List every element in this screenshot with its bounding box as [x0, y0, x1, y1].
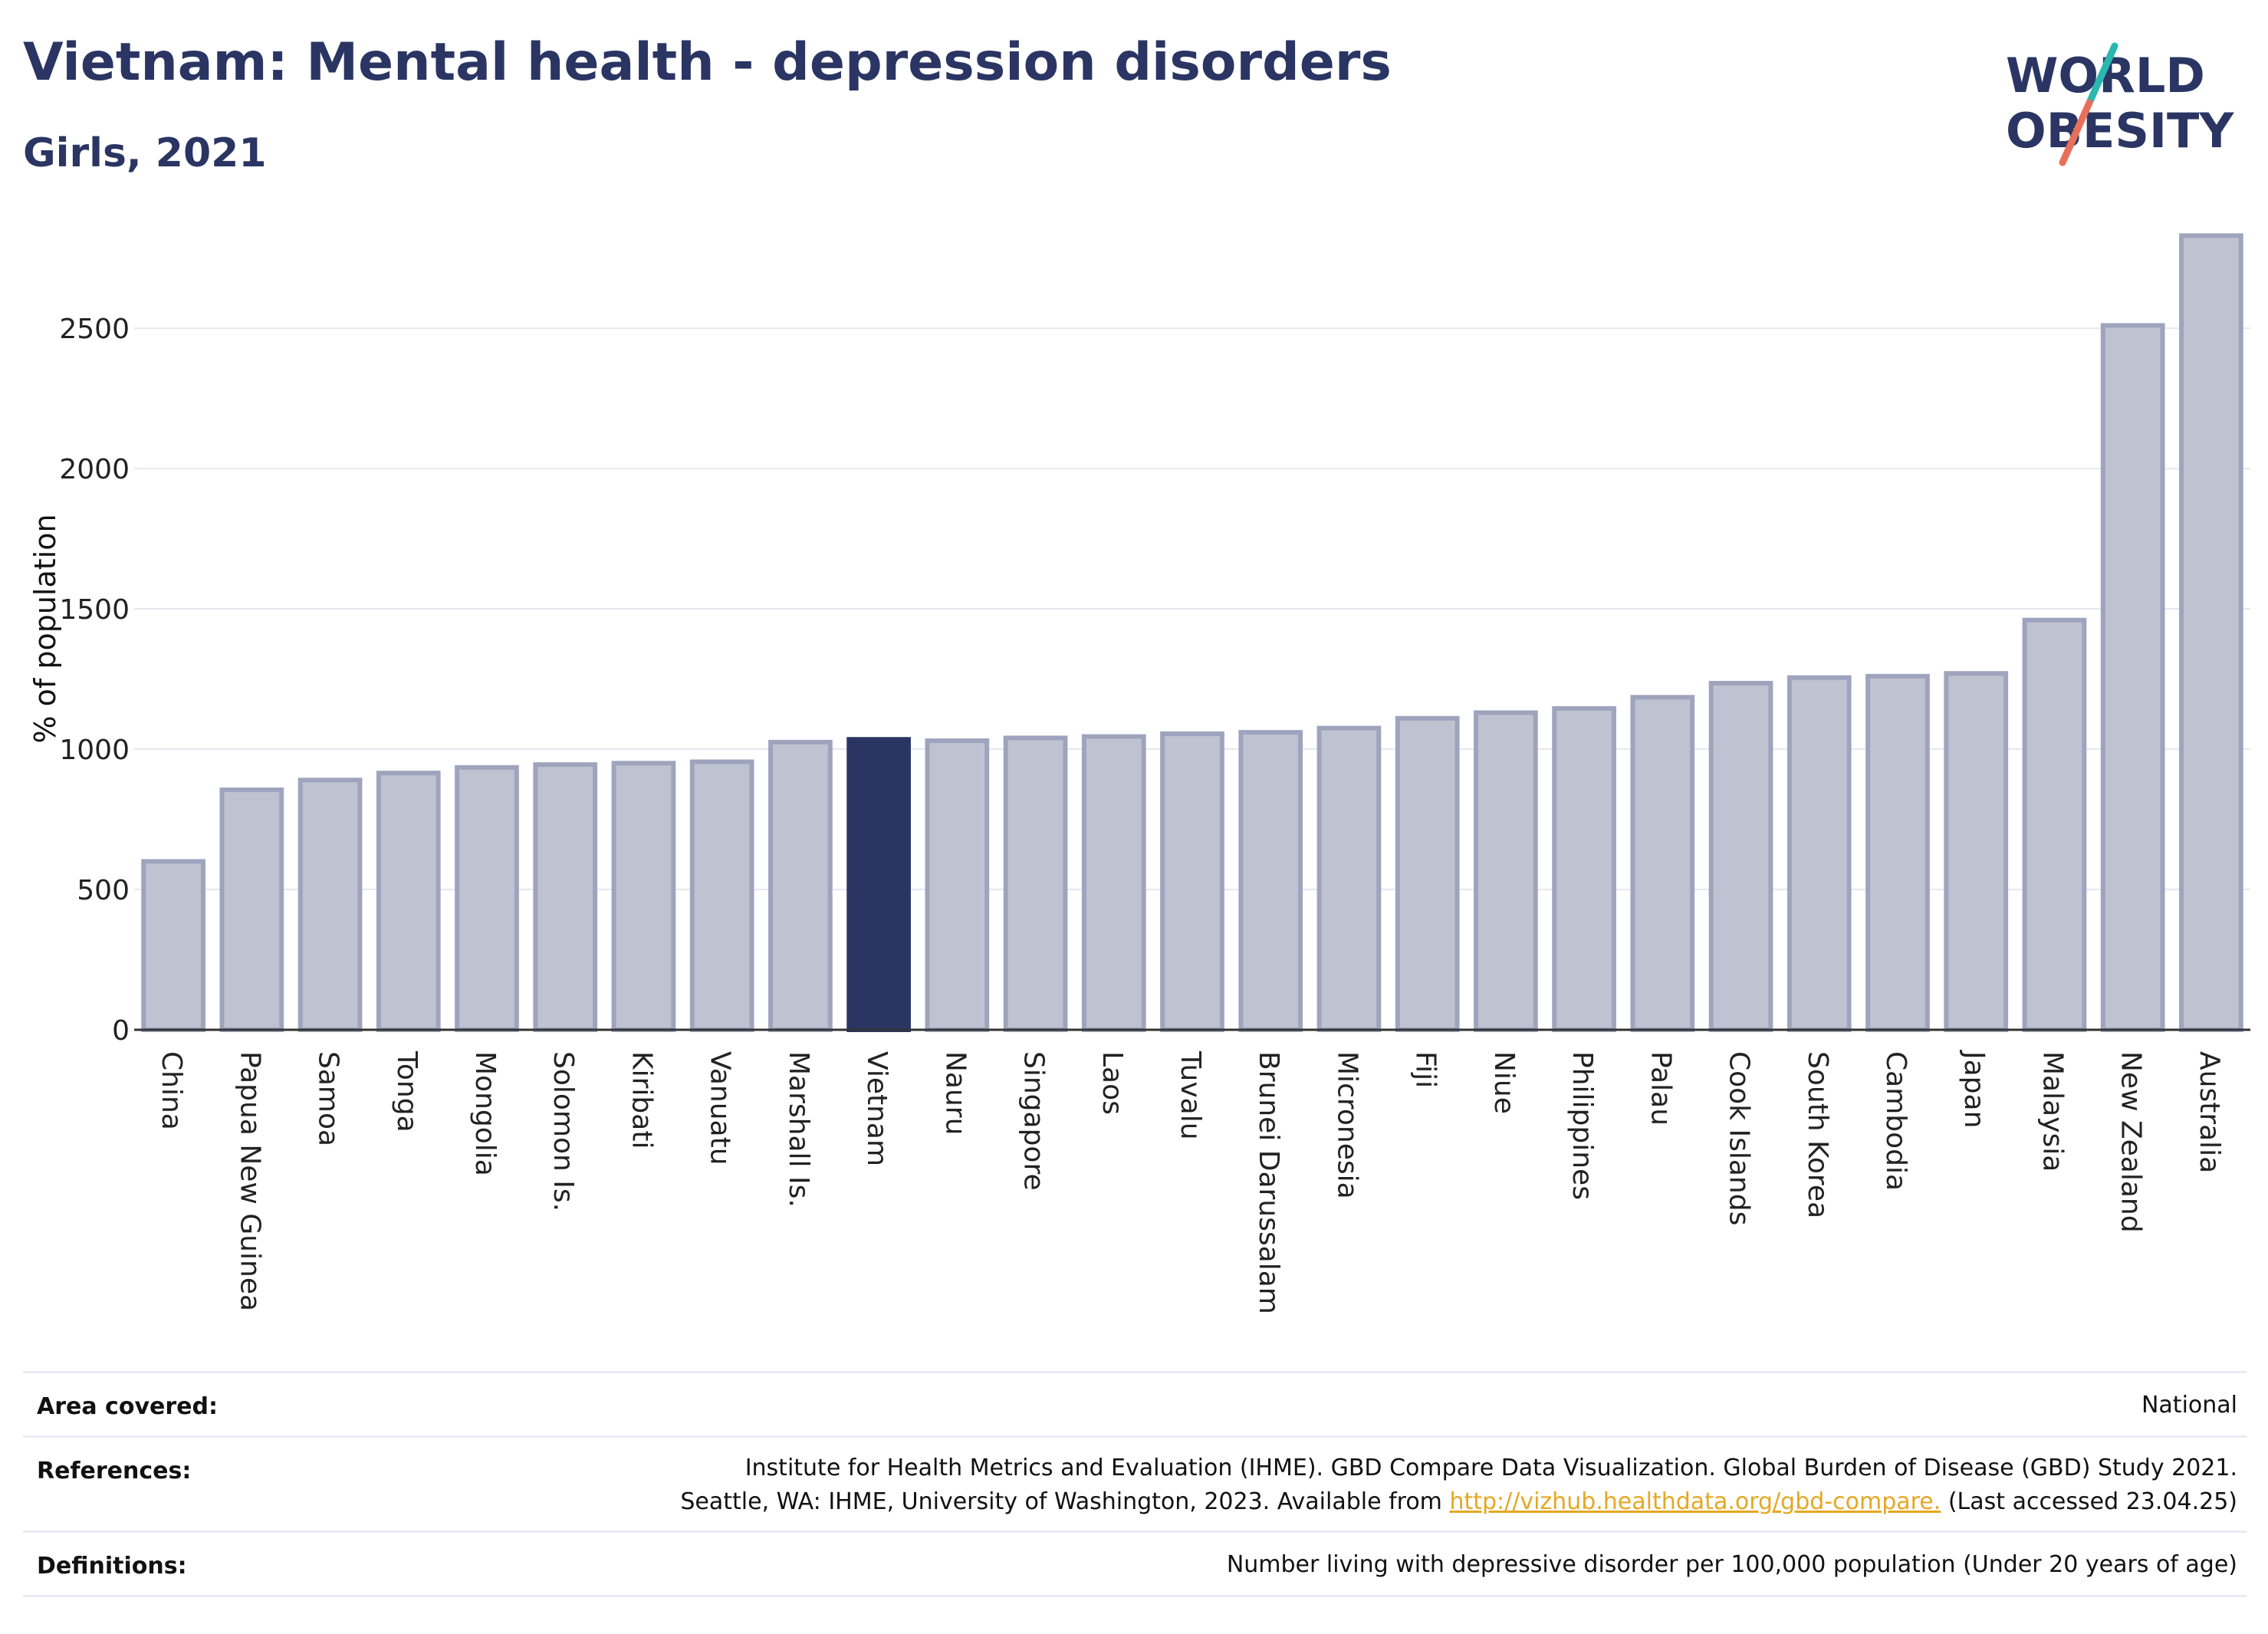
bar — [219, 787, 284, 1032]
x-tick-label: Fiji — [1410, 1051, 1441, 1088]
chart-subtitle: Girls, 2021 — [23, 130, 267, 176]
x-tick-label: Solomon Is. — [547, 1051, 579, 1212]
bar — [1316, 725, 1382, 1032]
references-line-1: Institute for Health Metrics and Evaluat… — [744, 1455, 2237, 1481]
x-tick-label: Malaysia — [2036, 1051, 2068, 1172]
x-tick-label: New Zealand — [2115, 1051, 2147, 1233]
bar — [1395, 715, 1460, 1032]
x-tick-label: Papua New Guinea — [234, 1051, 265, 1311]
y-axis-label: % of population — [28, 514, 62, 743]
area-covered-label: Area covered: — [37, 1393, 218, 1420]
bar — [1944, 671, 2009, 1032]
bar — [297, 778, 363, 1032]
area-covered-row: Area covered: National — [23, 1371, 2247, 1438]
y-tick-label: 2500 — [59, 314, 130, 345]
references-value: Institute for Health Metrics and Evaluat… — [680, 1452, 2237, 1519]
y-tick-label: 2000 — [59, 454, 130, 485]
references-label: References: — [37, 1458, 192, 1484]
bar — [768, 739, 833, 1033]
bar — [376, 771, 441, 1032]
bar — [1238, 730, 1303, 1033]
logo-slash-coral — [2059, 99, 2093, 166]
x-tick-label: Tuvalu — [1175, 1050, 1206, 1140]
x-tick-label: South Korea — [1802, 1051, 1833, 1218]
info-table: Area covered: National References: Insti… — [23, 1371, 2247, 1601]
bar — [455, 764, 519, 1032]
bar — [141, 859, 205, 1032]
x-tick-label: Japan — [1958, 1050, 1990, 1128]
bar — [2179, 233, 2243, 1032]
logo-slash-teal — [2086, 42, 2118, 107]
definitions-label: Definitions: — [37, 1553, 187, 1580]
bar-highlight — [846, 737, 911, 1032]
x-tick-label: Philippines — [1566, 1051, 1598, 1200]
x-tick-label: Micronesia — [1331, 1051, 1362, 1199]
x-tick-label: Nauru — [939, 1051, 971, 1135]
references-accessed: (Last accessed 23.04.25) — [1941, 1488, 2237, 1515]
references-text: Seattle, WA: IHME, University of Washing… — [680, 1488, 1450, 1515]
bar — [1630, 695, 1695, 1033]
references-line-2: Seattle, WA: IHME, University of Washing… — [680, 1485, 2237, 1519]
bar — [1003, 735, 1068, 1032]
bar — [689, 759, 754, 1032]
bar — [2100, 323, 2165, 1032]
area-covered-value: National — [2141, 1392, 2237, 1419]
x-tick-label: Laos — [1096, 1051, 1128, 1115]
x-tick-label: China — [156, 1051, 187, 1130]
bar — [1552, 705, 1616, 1032]
bar-chart: 0 500 1000 1500 2000 2500 China Papua New Guine… — [28, 233, 2250, 1314]
x-tick-label: Marshall Is. — [783, 1051, 814, 1208]
references-link[interactable]: http://vizhub.healthdata.org/gbd-compare… — [1449, 1488, 1941, 1515]
x-tick-label: Mongolia — [469, 1051, 501, 1176]
x-tick-label: Kiribati — [626, 1051, 657, 1149]
x-tick-label: Cambodia — [1880, 1051, 1911, 1191]
x-tick-label: Singapore — [1018, 1051, 1050, 1191]
bar — [533, 762, 598, 1032]
bar — [1081, 734, 1146, 1032]
definitions-value: Number living with depressive disorder p… — [1226, 1551, 2237, 1578]
bar — [611, 761, 676, 1032]
x-tick-label: Cook Islands — [1724, 1051, 1755, 1225]
references-row: References: Institute for Health Metrics… — [23, 1435, 2247, 1533]
x-tick-label: Australia — [2194, 1051, 2225, 1173]
bar — [1708, 681, 1773, 1032]
x-tick-label: Palau — [1645, 1051, 1676, 1126]
x-tick-label: Vanuatu — [705, 1051, 736, 1165]
bar — [1474, 710, 1538, 1032]
bar — [1160, 731, 1224, 1033]
info-bottom-border — [23, 1595, 2247, 1597]
bar — [1786, 675, 1852, 1032]
logo-text-world: WORLD — [2006, 48, 2205, 104]
x-tick-label: Vietnam — [861, 1051, 892, 1166]
y-tick-label: 0 — [112, 1015, 130, 1047]
bar — [925, 738, 990, 1032]
chart-title: Vietnam: Mental health - depression diso… — [23, 32, 1392, 93]
logo-text-obesity: OBESITY — [2006, 103, 2234, 159]
y-tick-label: 1500 — [59, 594, 130, 626]
bar — [2022, 617, 2087, 1032]
x-tick-label: Brunei Darussalam — [1253, 1051, 1284, 1314]
y-tick-label: 500 — [77, 875, 130, 906]
y-tick-label: 1000 — [59, 735, 130, 766]
x-tick-label: Samoa — [313, 1051, 344, 1146]
bar — [1865, 673, 1930, 1032]
world-obesity-logo: WORLD OBESITY — [2006, 42, 2234, 166]
x-tick-label: Niue — [1488, 1051, 1520, 1114]
definitions-row: Definitions: Number living with depressi… — [23, 1530, 2247, 1597]
x-tick-label: Tonga — [391, 1050, 422, 1133]
